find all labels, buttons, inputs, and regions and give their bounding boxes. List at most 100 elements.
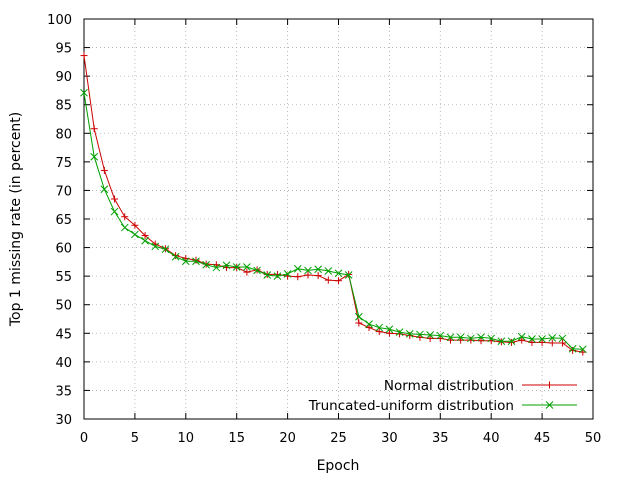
data-point — [375, 323, 384, 332]
y-tick-label: 75 — [55, 156, 72, 171]
data-point — [151, 242, 160, 251]
data-point — [100, 166, 108, 174]
data-point — [324, 267, 333, 275]
data-point — [120, 223, 129, 232]
x-tick-label: 20 — [279, 431, 296, 446]
data-point — [385, 329, 393, 337]
series-line — [83, 92, 583, 350]
data-point — [548, 339, 556, 347]
data-point — [253, 266, 261, 275]
series-layer — [80, 52, 587, 356]
data-point — [202, 260, 211, 269]
y-tick-label: 50 — [55, 299, 72, 314]
data-point — [385, 325, 394, 334]
data-point — [518, 336, 526, 344]
data-point — [131, 221, 139, 229]
data-point — [80, 52, 88, 60]
data-point — [497, 337, 506, 346]
data-point — [80, 88, 88, 97]
y-tick-label: 100 — [47, 13, 72, 28]
data-point — [365, 324, 373, 332]
data-point — [314, 272, 322, 280]
data-point — [405, 330, 414, 338]
y-tick-label: 45 — [55, 327, 72, 342]
data-point — [110, 207, 119, 216]
x-axis-title: Epoch — [317, 458, 360, 474]
data-point — [181, 257, 190, 266]
legend-label: Normal distribution — [384, 378, 514, 394]
data-point — [212, 263, 221, 272]
data-point — [293, 264, 302, 273]
data-point — [355, 312, 363, 321]
data-point — [569, 346, 577, 354]
y-axis-title: Top 1 missing rate (in percent) — [8, 112, 24, 327]
legend: Normal distribution Truncated-uniform dis… — [308, 378, 577, 414]
ticks-layer: 30 35 40 45 50 55 60 65 70 75 80 85 90 95 100 0 5 10 15 20 2… — [47, 13, 601, 446]
data-point — [192, 257, 200, 266]
x-tick-label: 10 — [178, 431, 195, 446]
series-line — [83, 55, 583, 353]
data-point — [335, 277, 342, 285]
data-point — [548, 334, 557, 342]
data-point — [477, 337, 485, 345]
series-0 — [80, 52, 587, 356]
data-point — [314, 265, 322, 274]
data-point — [528, 335, 536, 343]
y-tick-label: 80 — [55, 127, 72, 142]
data-point — [304, 271, 312, 279]
data-point — [517, 332, 526, 341]
y-tick-label: 85 — [55, 99, 72, 114]
y-tick-label: 90 — [55, 70, 72, 85]
x-tick-label: 0 — [80, 431, 88, 446]
data-point — [538, 335, 546, 343]
data-point — [263, 271, 272, 279]
data-point — [558, 334, 567, 343]
data-point — [355, 319, 363, 327]
data-point — [294, 273, 302, 281]
data-point — [466, 334, 475, 343]
data-point — [111, 195, 119, 203]
data-point — [283, 270, 292, 278]
data-point — [232, 263, 241, 271]
x-tick-label: 25 — [330, 431, 347, 446]
data-point — [100, 185, 109, 194]
data-point — [324, 276, 332, 284]
x-tick-label: 35 — [432, 431, 449, 446]
data-point — [446, 333, 455, 342]
x-tick-label: 30 — [381, 431, 398, 446]
data-point — [508, 338, 516, 346]
data-point — [487, 334, 496, 343]
data-point — [528, 338, 536, 346]
x-tick-label: 40 — [483, 431, 500, 446]
x-tick-label: 15 — [228, 431, 245, 446]
data-point — [538, 338, 546, 346]
data-point — [141, 232, 149, 240]
y-tick-label: 30 — [55, 413, 72, 428]
data-point — [507, 337, 516, 346]
data-point — [121, 213, 129, 221]
legend-marker — [545, 401, 554, 409]
data-point — [436, 331, 445, 340]
y-tick-label: 35 — [55, 384, 72, 399]
data-point — [192, 256, 200, 264]
series-1 — [80, 88, 587, 354]
data-point — [477, 333, 485, 342]
y-tick-label: 55 — [55, 270, 72, 285]
data-point — [141, 236, 149, 245]
data-point — [273, 270, 281, 278]
data-point — [90, 152, 99, 161]
data-point — [161, 245, 170, 254]
data-point — [90, 125, 98, 133]
y-tick-label: 40 — [55, 356, 72, 371]
data-point — [426, 334, 434, 342]
data-point — [273, 272, 282, 280]
data-point — [365, 320, 373, 328]
data-point — [243, 268, 251, 276]
data-point — [558, 339, 566, 347]
grid-layer — [84, 19, 593, 419]
legend-label: Truncated-uniform distribution — [308, 398, 514, 414]
data-point — [568, 344, 577, 353]
data-point — [395, 328, 404, 336]
data-point — [456, 333, 465, 342]
